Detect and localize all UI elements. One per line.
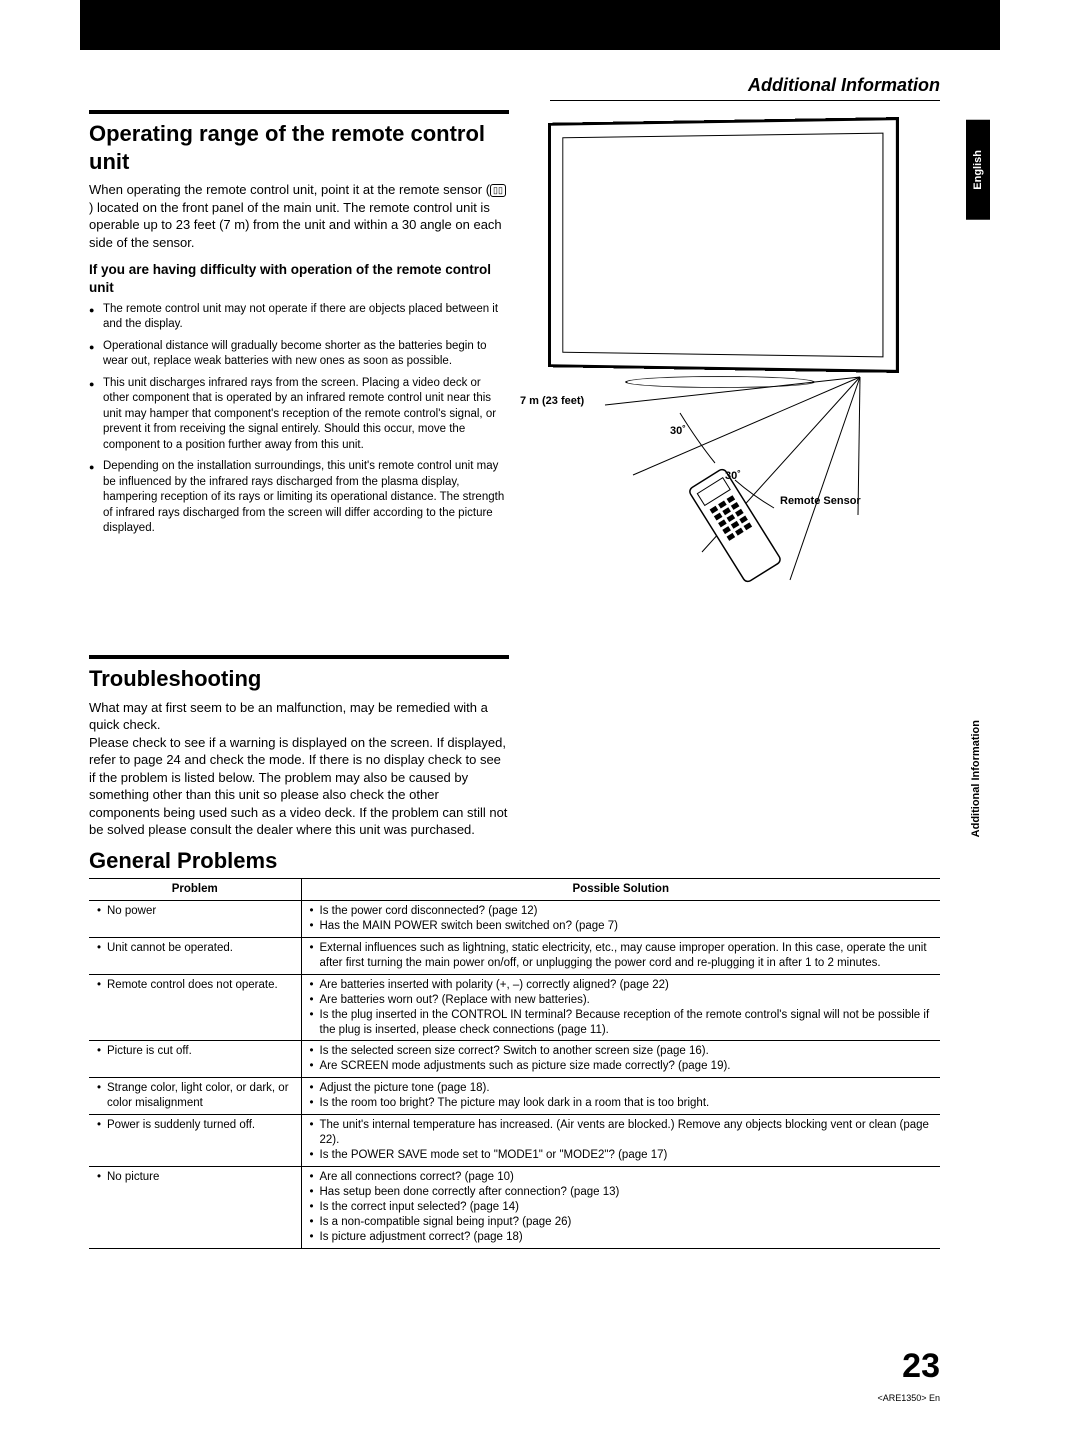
problem-cell: Strange color, light color, or dark, or … [89, 1078, 301, 1115]
top-black-bar [80, 0, 1000, 50]
table-row: Unit cannot be operated.External influen… [89, 937, 940, 974]
troubleshooting-body: What may at first seem to be an malfunct… [89, 699, 509, 839]
sensor-icon: ▯▯ [490, 184, 506, 197]
rule [89, 655, 509, 659]
language-tab: English [966, 120, 990, 220]
th-solution: Possible Solution [301, 879, 940, 901]
problem-cell: Remote control does not operate. [89, 974, 301, 1041]
doc-code: <ARE1350> En [877, 1393, 940, 1403]
section-troubleshooting: Troubleshooting What may at first seem t… [89, 647, 509, 849]
figure-lines [520, 120, 940, 590]
solution-cell: Is the power cord disconnected? (page 12… [301, 900, 940, 937]
table-row: Picture is cut off.Is the selected scree… [89, 1041, 940, 1078]
bullet-item: This unit discharges infrared rays from … [89, 376, 509, 454]
section-title: General Problems [89, 848, 940, 874]
remote-range-figure: 7 m (23 feet) 30˚ 30˚ Remote Sensor [520, 120, 940, 590]
table-row: Power is suddenly turned off.The unit's … [89, 1115, 940, 1167]
side-tab: Additional Information [970, 720, 982, 837]
solution-cell: Are batteries inserted with polarity (+,… [301, 974, 940, 1041]
solution-cell: Is the selected screen size correct? Swi… [301, 1041, 940, 1078]
header-rule [550, 100, 940, 101]
table-row: No powerIs the power cord disconnected? … [89, 900, 940, 937]
problem-cell: Picture is cut off. [89, 1041, 301, 1078]
label-angle-2: 30˚ [725, 470, 741, 482]
table-row: No pictureAre all connections correct? (… [89, 1167, 940, 1249]
section-heading: Additional Information [748, 75, 940, 96]
problems-table: Problem Possible Solution No powerIs the… [89, 878, 940, 1249]
section-title: Troubleshooting [89, 665, 509, 693]
problem-cell: Unit cannot be operated. [89, 937, 301, 974]
problem-cell: Power is suddenly turned off. [89, 1115, 301, 1167]
solution-cell: Adjust the picture tone (page 18).Is the… [301, 1078, 940, 1115]
label-distance: 7 m (23 feet) [520, 395, 584, 407]
page-number: 23 [902, 1347, 940, 1386]
solution-cell: Are all connections correct? (page 10)Ha… [301, 1167, 940, 1249]
bullet-item: Operational distance will gradually beco… [89, 339, 509, 370]
problem-cell: No power [89, 900, 301, 937]
solution-cell: The unit's internal temperature has incr… [301, 1115, 940, 1167]
section-operating-range: Operating range of the remote control un… [89, 110, 509, 543]
table-row: Strange color, light color, or dark, or … [89, 1078, 940, 1115]
problem-cell: No picture [89, 1167, 301, 1249]
bullet-item: Depending on the installation surroundin… [89, 459, 509, 537]
label-angle-1: 30˚ [670, 425, 686, 437]
subhead: If you are having difficulty with operat… [89, 261, 509, 297]
th-problem: Problem [89, 879, 301, 901]
table-row: Remote control does not operate.Are batt… [89, 974, 940, 1041]
solution-cell: External influences such as lightning, s… [301, 937, 940, 974]
section-title: Operating range of the remote control un… [89, 120, 509, 175]
intro-text: When operating the remote control unit, … [89, 181, 509, 251]
bullet-list: The remote control unit may not operate … [89, 302, 509, 537]
label-sensor: Remote Sensor [780, 495, 861, 507]
rule [89, 110, 509, 114]
section-general-problems: General Problems Problem Possible Soluti… [89, 848, 940, 1249]
bullet-item: The remote control unit may not operate … [89, 302, 509, 333]
